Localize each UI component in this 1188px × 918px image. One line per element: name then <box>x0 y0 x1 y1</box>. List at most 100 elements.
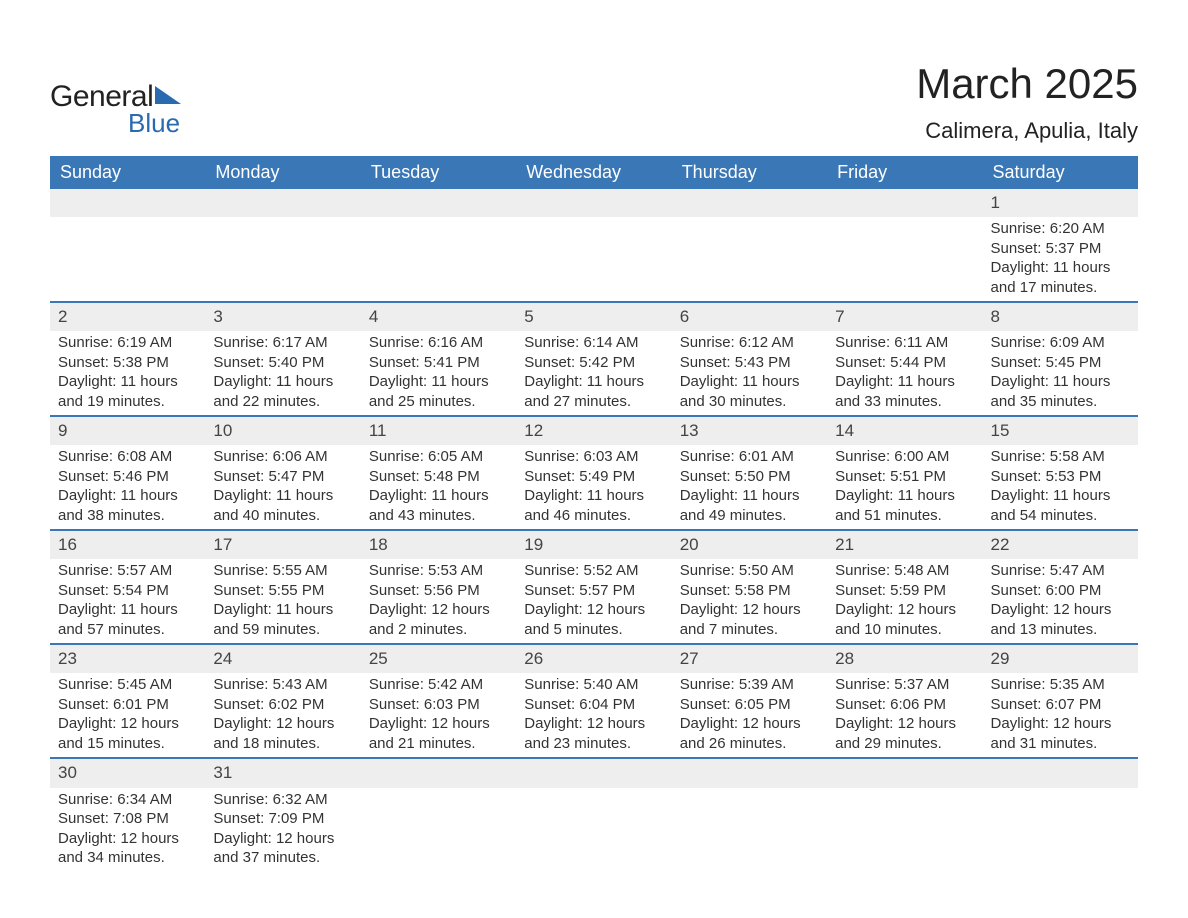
day-dl2: and 35 minutes. <box>991 392 1130 412</box>
calendar-cell: 26Sunrise: 5:40 AMSunset: 6:04 PMDayligh… <box>516 644 671 758</box>
day-sunset: Sunset: 5:46 PM <box>58 467 197 487</box>
day-sunrise: Sunrise: 6:32 AM <box>213 790 352 810</box>
day-number: 13 <box>672 417 827 445</box>
day-details: Sunrise: 5:45 AMSunset: 6:01 PMDaylight:… <box>50 673 205 757</box>
day-dl1: Daylight: 12 hours <box>58 829 197 849</box>
calendar-cell: 25Sunrise: 5:42 AMSunset: 6:03 PMDayligh… <box>361 644 516 758</box>
day-dl1: Daylight: 12 hours <box>524 714 663 734</box>
day-number: 12 <box>516 417 671 445</box>
day-dl1: Daylight: 11 hours <box>58 600 197 620</box>
day-sunrise: Sunrise: 5:55 AM <box>213 561 352 581</box>
day-details: Sunrise: 5:42 AMSunset: 6:03 PMDaylight:… <box>361 673 516 757</box>
calendar-cell: 12Sunrise: 6:03 AMSunset: 5:49 PMDayligh… <box>516 416 671 530</box>
day-sunset: Sunset: 5:57 PM <box>524 581 663 601</box>
day-sunrise: Sunrise: 6:19 AM <box>58 333 197 353</box>
day-dl1: Daylight: 11 hours <box>369 486 508 506</box>
logo-text-blue: Blue <box>128 108 180 139</box>
day-number: 22 <box>983 531 1138 559</box>
calendar-cell: 19Sunrise: 5:52 AMSunset: 5:57 PMDayligh… <box>516 530 671 644</box>
calendar-cell-empty <box>50 189 205 302</box>
day-sunset: Sunset: 5:41 PM <box>369 353 508 373</box>
calendar-cell: 3Sunrise: 6:17 AMSunset: 5:40 PMDaylight… <box>205 302 360 416</box>
day-dl1: Daylight: 12 hours <box>58 714 197 734</box>
day-number: 2 <box>50 303 205 331</box>
day-dl1: Daylight: 12 hours <box>369 600 508 620</box>
calendar-cell: 21Sunrise: 5:48 AMSunset: 5:59 PMDayligh… <box>827 530 982 644</box>
day-sunrise: Sunrise: 6:01 AM <box>680 447 819 467</box>
weekday-header: Thursday <box>672 156 827 189</box>
day-dl2: and 46 minutes. <box>524 506 663 526</box>
day-number: 28 <box>827 645 982 673</box>
day-number: 4 <box>361 303 516 331</box>
day-sunset: Sunset: 5:50 PM <box>680 467 819 487</box>
day-sunset: Sunset: 7:08 PM <box>58 809 197 829</box>
day-number: 10 <box>205 417 360 445</box>
day-dl1: Daylight: 11 hours <box>58 486 197 506</box>
day-details: Sunrise: 5:40 AMSunset: 6:04 PMDaylight:… <box>516 673 671 757</box>
day-details: Sunrise: 6:17 AMSunset: 5:40 PMDaylight:… <box>205 331 360 415</box>
day-details: Sunrise: 6:00 AMSunset: 5:51 PMDaylight:… <box>827 445 982 529</box>
day-dl2: and 23 minutes. <box>524 734 663 754</box>
day-dl1: Daylight: 12 hours <box>680 714 819 734</box>
day-sunrise: Sunrise: 5:47 AM <box>991 561 1130 581</box>
day-dl1: Daylight: 11 hours <box>991 486 1130 506</box>
calendar-cell-empty <box>827 758 982 871</box>
calendar-cell: 31Sunrise: 6:32 AMSunset: 7:09 PMDayligh… <box>205 758 360 871</box>
day-sunset: Sunset: 5:40 PM <box>213 353 352 373</box>
calendar-cell: 24Sunrise: 5:43 AMSunset: 6:02 PMDayligh… <box>205 644 360 758</box>
day-dl2: and 59 minutes. <box>213 620 352 640</box>
day-sunset: Sunset: 5:49 PM <box>524 467 663 487</box>
calendar-cell: 29Sunrise: 5:35 AMSunset: 6:07 PMDayligh… <box>983 644 1138 758</box>
day-dl1: Daylight: 12 hours <box>991 600 1130 620</box>
day-sunrise: Sunrise: 6:20 AM <box>991 219 1130 239</box>
day-dl1: Daylight: 12 hours <box>213 714 352 734</box>
day-number-empty <box>672 189 827 217</box>
day-dl2: and 30 minutes. <box>680 392 819 412</box>
day-details: Sunrise: 5:58 AMSunset: 5:53 PMDaylight:… <box>983 445 1138 529</box>
day-dl1: Daylight: 11 hours <box>369 372 508 392</box>
day-number: 20 <box>672 531 827 559</box>
day-details: Sunrise: 6:34 AMSunset: 7:08 PMDaylight:… <box>50 788 205 872</box>
calendar-header: SundayMondayTuesdayWednesdayThursdayFrid… <box>50 156 1138 189</box>
calendar-cell-empty <box>827 189 982 302</box>
day-dl2: and 17 minutes. <box>991 278 1130 298</box>
calendar-week: 1Sunrise: 6:20 AMSunset: 5:37 PMDaylight… <box>50 189 1138 302</box>
weekday-header: Saturday <box>983 156 1138 189</box>
day-dl2: and 33 minutes. <box>835 392 974 412</box>
day-dl2: and 25 minutes. <box>369 392 508 412</box>
day-details: Sunrise: 6:19 AMSunset: 5:38 PMDaylight:… <box>50 331 205 415</box>
day-details: Sunrise: 5:50 AMSunset: 5:58 PMDaylight:… <box>672 559 827 643</box>
day-dl1: Daylight: 12 hours <box>680 600 819 620</box>
day-dl1: Daylight: 12 hours <box>213 829 352 849</box>
day-dl2: and 26 minutes. <box>680 734 819 754</box>
calendar-cell: 5Sunrise: 6:14 AMSunset: 5:42 PMDaylight… <box>516 302 671 416</box>
title-block: March 2025 Calimera, Apulia, Italy <box>916 60 1138 144</box>
calendar-cell: 2Sunrise: 6:19 AMSunset: 5:38 PMDaylight… <box>50 302 205 416</box>
day-sunset: Sunset: 6:00 PM <box>991 581 1130 601</box>
day-dl2: and 18 minutes. <box>213 734 352 754</box>
day-sunset: Sunset: 5:47 PM <box>213 467 352 487</box>
calendar-cell-empty <box>361 758 516 871</box>
day-details: Sunrise: 5:57 AMSunset: 5:54 PMDaylight:… <box>50 559 205 643</box>
calendar-cell: 11Sunrise: 6:05 AMSunset: 5:48 PMDayligh… <box>361 416 516 530</box>
day-sunrise: Sunrise: 5:50 AM <box>680 561 819 581</box>
calendar-cell: 9Sunrise: 6:08 AMSunset: 5:46 PMDaylight… <box>50 416 205 530</box>
calendar-week: 9Sunrise: 6:08 AMSunset: 5:46 PMDaylight… <box>50 416 1138 530</box>
day-number: 1 <box>983 189 1138 217</box>
calendar-week: 23Sunrise: 5:45 AMSunset: 6:01 PMDayligh… <box>50 644 1138 758</box>
day-sunrise: Sunrise: 6:16 AM <box>369 333 508 353</box>
day-number: 8 <box>983 303 1138 331</box>
day-dl1: Daylight: 11 hours <box>680 486 819 506</box>
day-dl1: Daylight: 11 hours <box>524 486 663 506</box>
weekday-header: Tuesday <box>361 156 516 189</box>
day-number: 19 <box>516 531 671 559</box>
day-number: 30 <box>50 759 205 787</box>
day-details: Sunrise: 6:06 AMSunset: 5:47 PMDaylight:… <box>205 445 360 529</box>
calendar-cell: 14Sunrise: 6:00 AMSunset: 5:51 PMDayligh… <box>827 416 982 530</box>
day-dl2: and 27 minutes. <box>524 392 663 412</box>
day-dl2: and 57 minutes. <box>58 620 197 640</box>
day-dl1: Daylight: 11 hours <box>991 258 1130 278</box>
day-number: 27 <box>672 645 827 673</box>
day-dl2: and 10 minutes. <box>835 620 974 640</box>
day-details: Sunrise: 6:03 AMSunset: 5:49 PMDaylight:… <box>516 445 671 529</box>
